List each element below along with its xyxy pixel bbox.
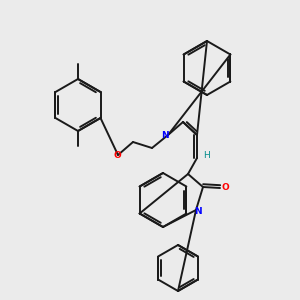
Text: O: O xyxy=(113,152,121,160)
Text: O: O xyxy=(221,184,229,193)
Text: N: N xyxy=(194,208,202,217)
Text: H: H xyxy=(202,152,209,160)
Text: N: N xyxy=(161,131,169,140)
